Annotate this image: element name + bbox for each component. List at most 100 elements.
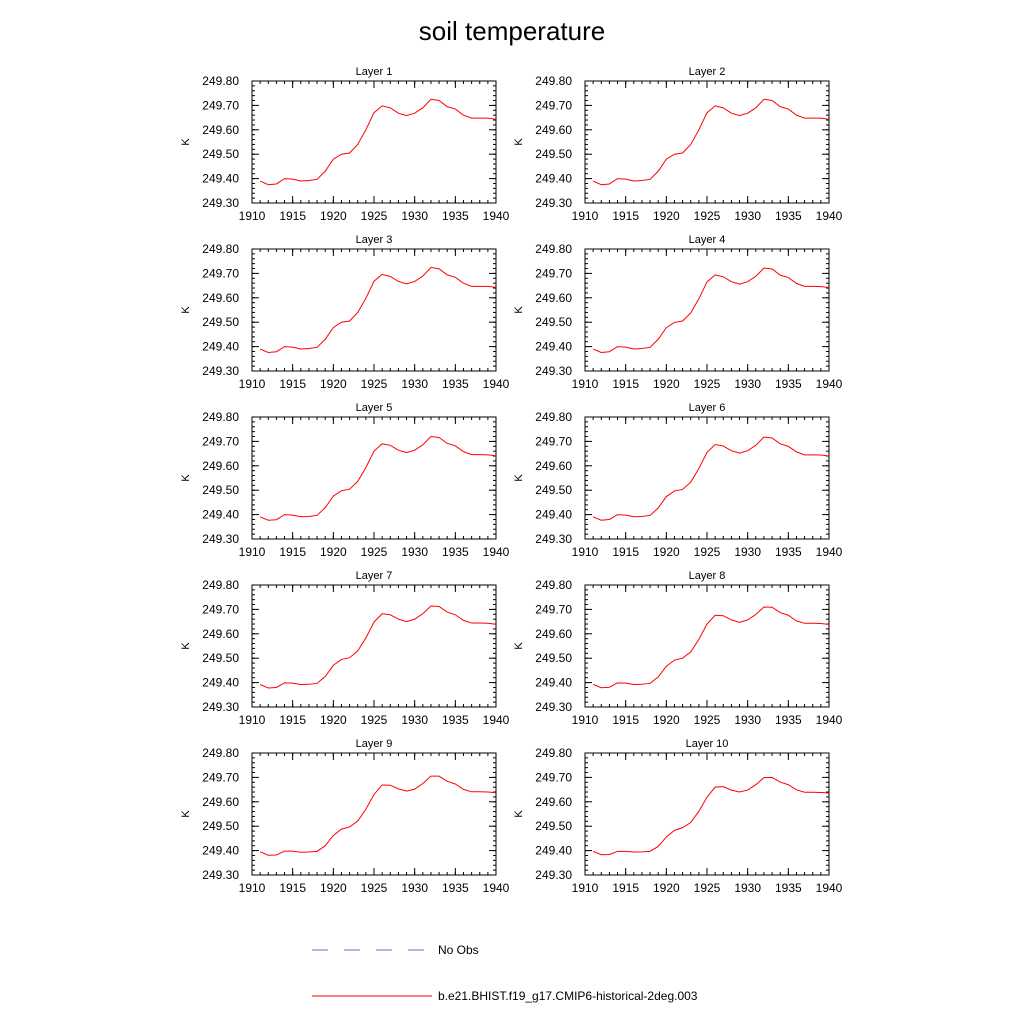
panel-layer-6: Layer 6 K 1910 1915 1920 1925 1930 1935 1940 249.… — [513, 402, 843, 559]
y-tick-label: 249.30 — [202, 532, 239, 546]
plot-frame — [584, 584, 830, 708]
x-tick-label: 1940 — [816, 881, 843, 895]
x-tick-label: 1915 — [612, 881, 639, 895]
x-tick-label: 1920 — [653, 713, 680, 727]
plot-frame — [251, 416, 497, 540]
y-axis-label: K — [513, 138, 525, 146]
panel-title: Layer 5 — [356, 402, 393, 414]
y-tick-label: 249.30 — [535, 868, 572, 882]
y-tick-label: 249.30 — [535, 196, 572, 210]
y-tick-label: 249.60 — [535, 291, 572, 305]
x-tick-label: 1930 — [401, 713, 428, 727]
y-axis-label: K — [513, 306, 525, 314]
x-tick-label: 1935 — [775, 545, 802, 559]
y-tick-label: 249.60 — [202, 459, 239, 473]
plot-frame — [251, 248, 497, 372]
panel-layer-9: Layer 9 K 1910 1915 1920 1925 1930 1935 1940 249.… — [180, 738, 510, 895]
x-tick-label: 1910 — [572, 713, 599, 727]
y-tick-label: 249.60 — [202, 795, 239, 809]
x-tick-label: 1930 — [734, 881, 761, 895]
panel-title: Layer 4 — [689, 234, 726, 246]
series-line-model — [259, 267, 497, 353]
x-tick-label: 1935 — [775, 713, 802, 727]
series-line-model — [259, 605, 497, 689]
y-tick-label: 249.60 — [535, 123, 572, 137]
y-tick-label: 249.40 — [202, 340, 239, 354]
panel-title: Layer 1 — [356, 66, 393, 78]
y-tick-label: 249.80 — [202, 410, 239, 424]
x-tick-label: 1925 — [361, 713, 388, 727]
x-tick-label: 1930 — [401, 881, 428, 895]
y-tick-label: 249.70 — [535, 266, 572, 280]
y-tick-label: 249.50 — [202, 315, 239, 329]
legend: No Obs b.e21.BHIST.f19_g17.CMIP6-histori… — [312, 943, 698, 1003]
x-tick-label: 1935 — [442, 377, 469, 391]
x-tick-label: 1915 — [612, 713, 639, 727]
panel-title: Layer 8 — [689, 570, 726, 582]
x-tick-label: 1910 — [239, 209, 266, 223]
panel-layer-8: Layer 8 K 1910 1915 1920 1925 1930 1935 1940 249.… — [513, 570, 843, 727]
y-tick-label: 249.50 — [202, 483, 239, 497]
y-tick-label: 249.40 — [202, 844, 239, 858]
panel-title: Layer 6 — [689, 402, 726, 414]
x-tick-label: 1930 — [401, 209, 428, 223]
y-tick-label: 249.80 — [202, 578, 239, 592]
y-tick-label: 249.60 — [202, 123, 239, 137]
y-tick-label: 249.80 — [202, 242, 239, 256]
y-axis-label: K — [513, 810, 525, 818]
y-tick-label: 249.40 — [535, 844, 572, 858]
y-tick-label: 249.30 — [202, 364, 239, 378]
plot-frame — [584, 416, 830, 540]
x-tick-label: 1940 — [816, 209, 843, 223]
x-tick-label: 1915 — [279, 713, 306, 727]
x-tick-label: 1940 — [816, 713, 843, 727]
plot-frame — [251, 584, 497, 708]
y-tick-label: 249.50 — [535, 147, 572, 161]
y-axis-label: K — [513, 642, 525, 650]
x-tick-label: 1930 — [734, 209, 761, 223]
series-line-model — [592, 776, 830, 856]
x-tick-label: 1930 — [734, 377, 761, 391]
x-tick-label: 1925 — [694, 713, 721, 727]
panel-layer-7: Layer 7 K 1910 1915 1920 1925 1930 1935 1940 249.… — [180, 570, 510, 727]
x-tick-label: 1940 — [816, 377, 843, 391]
y-tick-label: 249.30 — [202, 700, 239, 714]
panel-layer-10: Layer 10 K 1910 1915 1920 1925 1930 1935 1940 249… — [513, 738, 843, 895]
y-tick-label: 249.40 — [202, 172, 239, 186]
y-tick-label: 249.50 — [202, 819, 239, 833]
legend-obs-label: No Obs — [438, 943, 479, 957]
y-tick-label: 249.50 — [535, 483, 572, 497]
y-tick-label: 249.70 — [535, 602, 572, 616]
y-tick-label: 249.70 — [202, 98, 239, 112]
x-tick-label: 1915 — [612, 545, 639, 559]
x-tick-label: 1940 — [483, 545, 510, 559]
x-tick-label: 1915 — [612, 209, 639, 223]
panel-title: Layer 3 — [356, 234, 393, 246]
y-tick-label: 249.40 — [535, 340, 572, 354]
y-tick-label: 249.30 — [535, 364, 572, 378]
y-tick-label: 249.30 — [202, 196, 239, 210]
x-tick-label: 1920 — [653, 209, 680, 223]
y-axis-label: K — [180, 474, 192, 482]
y-tick-label: 249.40 — [535, 508, 572, 522]
x-tick-label: 1920 — [653, 881, 680, 895]
x-tick-label: 1935 — [442, 881, 469, 895]
x-tick-label: 1925 — [361, 881, 388, 895]
y-tick-label: 249.60 — [535, 627, 572, 641]
series-line-model — [592, 98, 830, 186]
y-tick-label: 249.30 — [202, 868, 239, 882]
y-axis-label: K — [180, 138, 192, 146]
x-tick-label: 1930 — [401, 545, 428, 559]
panel-layer-5: Layer 5 K 1910 1915 1920 1925 1930 1935 1940 249.… — [180, 402, 510, 559]
plot-frame — [251, 752, 497, 876]
x-tick-label: 1935 — [442, 545, 469, 559]
y-tick-label: 249.80 — [535, 410, 572, 424]
panel-layer-2: Layer 2 K 1910 1915 1920 1925 1930 1935 1940 249.… — [513, 66, 843, 223]
x-tick-label: 1910 — [572, 881, 599, 895]
x-tick-label: 1920 — [320, 545, 347, 559]
x-tick-label: 1935 — [442, 209, 469, 223]
series-line-model — [259, 775, 497, 856]
y-tick-label: 249.70 — [202, 602, 239, 616]
series-line-model — [592, 436, 830, 521]
